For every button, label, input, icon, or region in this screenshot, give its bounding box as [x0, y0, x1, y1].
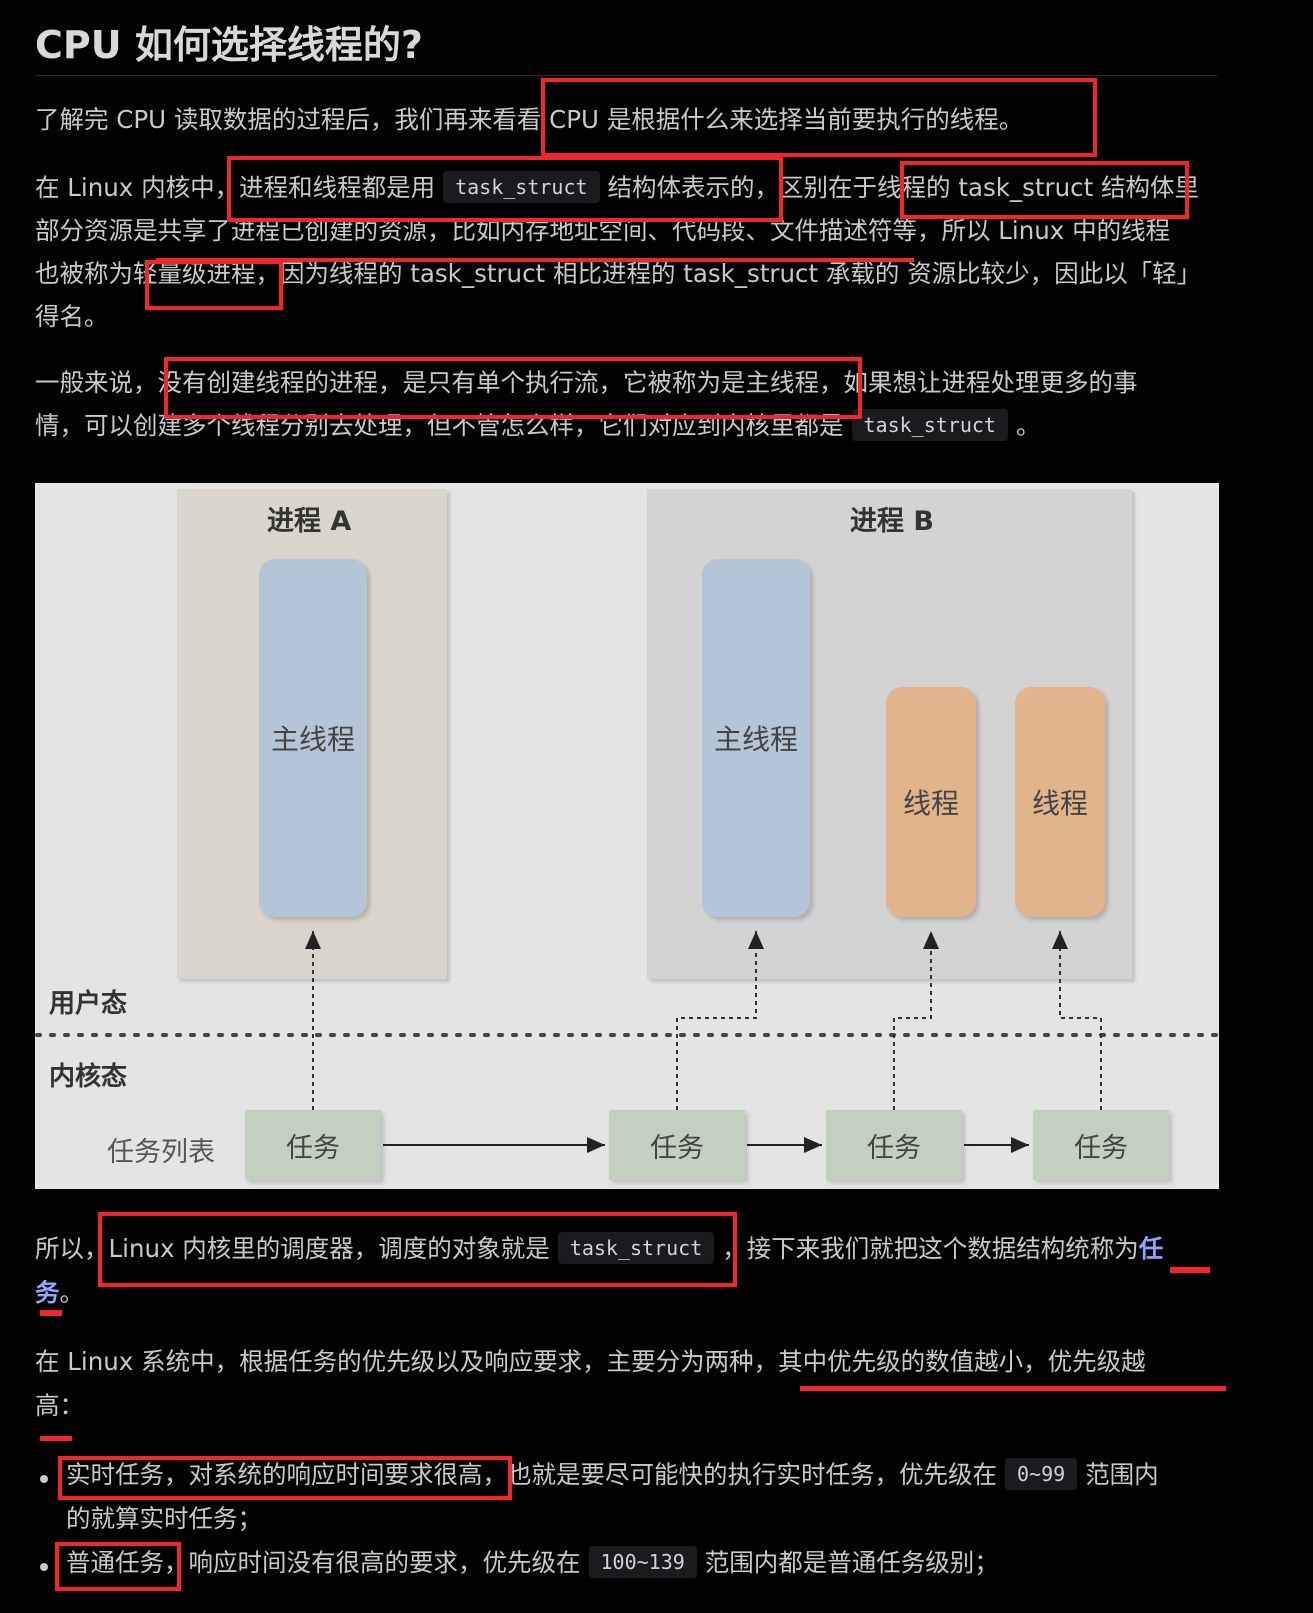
highlight-box [145, 260, 283, 310]
paragraph-4-line-2: 务。 [35, 1276, 84, 1310]
kernel-mode-label: 内核态 [49, 1062, 128, 1092]
link-task-3-thread-1 [893, 931, 939, 1110]
list-item-2-text-b: 范围内都是普通任务级别； [704, 1548, 999, 1577]
main-thread-a: 主线程 [259, 559, 367, 917]
list-bullet [40, 1563, 48, 1571]
highlight-underline [156, 258, 914, 262]
list-bullet [40, 1475, 48, 1483]
user-mode-label: 用户态 [49, 989, 128, 1019]
heading-divider [35, 75, 1217, 76]
main-thread-b: 主线程 [702, 559, 810, 917]
highlight-box [98, 1212, 737, 1287]
task-2: 任务 [609, 1110, 745, 1180]
process-a-label: 进程 A [267, 506, 352, 537]
highlight-underline [40, 1310, 62, 1316]
list-item-1-line-2: 的就算实时任务； [66, 1504, 262, 1533]
paragraph-2-line-4: 得名。 [35, 302, 109, 331]
link-task-2-main-thread-b [676, 931, 764, 1110]
process-thread-diagram: 进程 A 主线程 进程 B 主线程 线程 线程 用户态 内核态 任务列表 任务 … [35, 483, 1219, 1189]
diagram-connectors [35, 931, 1219, 1153]
paragraph-4-line-1-a: 所以，Linux 内核里的调度器，调度的对象就是 [35, 1234, 550, 1263]
highlight-box [227, 156, 783, 222]
paragraph-2-line-1-a: 在 Linux 内核中，进程和线程都是用 [35, 173, 436, 202]
thread-1: 线程 [886, 687, 976, 917]
highlight-underline [40, 1436, 72, 1441]
task-4: 任务 [1033, 1110, 1169, 1180]
inline-code-range: 0~99 [1005, 1458, 1078, 1490]
paragraph-4-line-1: 所以，Linux 内核里的调度器，调度的对象就是 task_struct ，接下来我… [35, 1232, 1163, 1267]
highlight-underline [1170, 1267, 1210, 1273]
highlight-box [58, 1456, 512, 1500]
list-item-1-line-1: 实时任务，对系统的响应时间要求很高，也就是要尽可能快的执行实时任务，优先级在 0~… [66, 1458, 1159, 1493]
paragraph-1: 了解完 CPU 读取数据的过程后，我们再来看看 CPU 是根据什么来选择当前要执… [35, 105, 1024, 134]
page-title: CPU 如何选择线程的? [35, 23, 423, 67]
inline-code-task-struct: task_struct [851, 409, 1008, 441]
task-1: 任务 [245, 1110, 381, 1180]
list-item-1-text-a: 实时任务，对系统的响应时间要求很高，也就是要尽可能快的执行实时任务，优先级在 [66, 1460, 997, 1489]
inline-code-range: 100~139 [588, 1546, 697, 1578]
process-b-label: 进程 B [850, 506, 934, 537]
inline-code-task-struct: task_struct [443, 171, 600, 203]
paragraph-5-line-1: 在 Linux 系统中，根据任务的优先级以及响应要求，主要分为两种，其中优先级的… [35, 1347, 1146, 1376]
highlight-box [55, 1542, 181, 1591]
highlight-box [541, 78, 1097, 157]
paragraph-4-line-2-end: 。 [59, 1278, 85, 1307]
paragraph-3-line-2-end: 。 [1015, 411, 1041, 440]
keyword-task-2: 务 [35, 1278, 60, 1307]
keyword-task-1: 任 [1138, 1234, 1164, 1263]
paragraph-4-line-1-b: ，接下来我们就把这个数据结构统称为 [722, 1234, 1139, 1263]
paragraph-5-line-2: 高： [35, 1391, 84, 1420]
task-3: 任务 [826, 1110, 962, 1180]
list-item-2-text-a: 普通任务，响应时间没有很高的要求，优先级在 [66, 1548, 581, 1577]
highlight-box [164, 357, 862, 419]
paragraph-3-line-1: 一般来说，没有创建线程的进程，是只有单个执行流，它被称为是主线程，如果想让进程处… [35, 368, 1138, 397]
link-task-4-thread-2 [1052, 931, 1102, 1110]
highlight-underline [800, 1386, 1226, 1391]
list-item-2: 普通任务，响应时间没有很高的要求，优先级在 100~139 范围内都是普通任务级别； [66, 1546, 999, 1581]
highlight-box [900, 161, 1189, 219]
list-item-1-text-b: 范围内 [1085, 1460, 1159, 1489]
thread-2: 线程 [1015, 687, 1105, 917]
task-list-label: 任务列表 [107, 1137, 215, 1168]
inline-code-task-struct: task_struct [557, 1232, 715, 1264]
